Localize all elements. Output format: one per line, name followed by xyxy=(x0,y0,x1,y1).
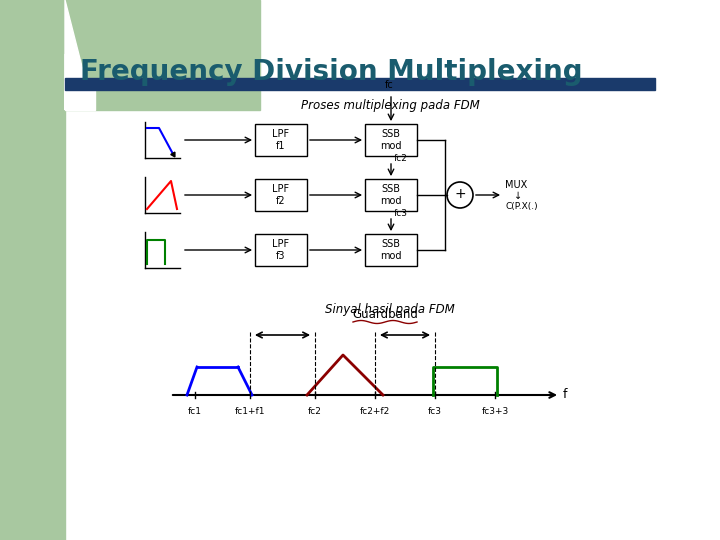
Text: $\downarrow$: $\downarrow$ xyxy=(512,190,522,200)
Bar xyxy=(65,80,95,110)
Text: +: + xyxy=(454,187,466,201)
Text: LPF: LPF xyxy=(272,129,289,139)
Text: MUX: MUX xyxy=(505,180,527,190)
Bar xyxy=(65,78,655,90)
Text: fc2: fc2 xyxy=(394,154,408,163)
Text: f1: f1 xyxy=(276,141,286,151)
Bar xyxy=(255,179,307,211)
Text: LPF: LPF xyxy=(272,239,289,249)
Bar xyxy=(255,234,307,266)
Text: fc1: fc1 xyxy=(188,407,202,416)
Text: fc: fc xyxy=(385,80,394,90)
Text: fc3: fc3 xyxy=(428,407,442,416)
Text: mod: mod xyxy=(380,251,402,261)
Text: Sinyal hasil pada FDM: Sinyal hasil pada FDM xyxy=(325,303,455,316)
Bar xyxy=(365,124,417,156)
Bar xyxy=(365,179,417,211)
Text: SSB: SSB xyxy=(382,184,400,194)
Text: Proses multiplexing pada FDM: Proses multiplexing pada FDM xyxy=(301,98,480,111)
Bar xyxy=(365,234,417,266)
Bar xyxy=(0,0,260,110)
Text: SSB: SSB xyxy=(382,129,400,139)
Text: mod: mod xyxy=(380,196,402,206)
Text: f2: f2 xyxy=(276,196,286,206)
Text: f3: f3 xyxy=(276,251,286,261)
Bar xyxy=(255,124,307,156)
Bar xyxy=(0,0,65,540)
Text: C(P.X(.): C(P.X(.) xyxy=(505,202,538,212)
Text: fc1+f1: fc1+f1 xyxy=(235,407,265,416)
Text: fc3+3: fc3+3 xyxy=(482,407,508,416)
Text: LPF: LPF xyxy=(272,184,289,194)
Text: Guardband: Guardband xyxy=(352,308,418,321)
Polygon shape xyxy=(65,0,93,110)
Text: Frequency Division Multiplexing: Frequency Division Multiplexing xyxy=(80,58,582,86)
Text: mod: mod xyxy=(380,141,402,151)
Polygon shape xyxy=(65,54,93,110)
Text: fc3: fc3 xyxy=(394,209,408,218)
Text: SSB: SSB xyxy=(382,239,400,249)
Text: f: f xyxy=(563,388,567,402)
Text: fc2: fc2 xyxy=(308,407,322,416)
Text: fc2+f2: fc2+f2 xyxy=(360,407,390,416)
